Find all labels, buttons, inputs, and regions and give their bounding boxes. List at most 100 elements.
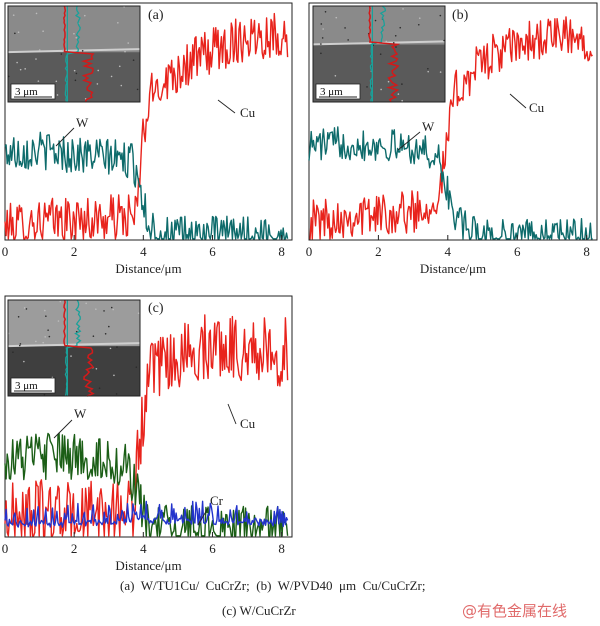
chart-panel-c: 0 2 4 6 8 Distance/μm (c) 3 μm Cu W Cr xyxy=(2,295,293,573)
inset-speckle xyxy=(73,69,76,72)
inset-speckle xyxy=(92,335,95,337)
inset-speckle xyxy=(81,49,84,52)
inset-speckle xyxy=(95,308,97,310)
inset-speckle xyxy=(38,49,41,51)
inset-upper-phase xyxy=(8,6,140,53)
inset-speckle xyxy=(45,315,47,317)
inset-speckle xyxy=(324,10,327,13)
x-tick-label: 0 xyxy=(2,244,9,259)
inset-speckle xyxy=(418,17,421,19)
inset-speckle xyxy=(124,50,126,53)
panel-label: (a) xyxy=(148,8,164,23)
series-line-cu xyxy=(309,16,593,240)
inset-speckle xyxy=(427,67,429,70)
inset-speckle xyxy=(18,344,21,347)
series-label-w: W xyxy=(422,119,435,134)
inset-speckle xyxy=(136,88,139,91)
inset-speckle xyxy=(395,46,397,48)
series-leader-cu xyxy=(509,93,527,109)
inset-speckle xyxy=(401,99,403,102)
inset-speckle xyxy=(347,39,349,41)
watermark: @有色金属在线 xyxy=(462,602,568,620)
inset-speckle xyxy=(115,393,118,395)
inset-scale-label: 3 μm xyxy=(320,86,343,98)
series-leader-cu xyxy=(217,99,236,114)
inset-speckle xyxy=(320,52,322,55)
inset-speckle xyxy=(399,26,402,29)
inset-frame xyxy=(7,299,141,397)
inset-w-profile xyxy=(369,5,387,103)
inset-speckle xyxy=(17,316,20,318)
inset-speckle xyxy=(23,307,26,309)
inset-speckle xyxy=(380,88,382,91)
inset-scale-label: 3 μm xyxy=(15,380,38,392)
inset-speckle xyxy=(401,83,403,85)
x-tick-label: 8 xyxy=(278,541,285,556)
inset-speckle xyxy=(17,31,20,34)
series-leader-w xyxy=(397,131,421,151)
inset-speckle xyxy=(335,16,338,19)
inset-speckle xyxy=(366,86,368,88)
x-tick-label: 8 xyxy=(278,244,285,259)
x-tick-label: 6 xyxy=(209,244,216,259)
inset-speckle xyxy=(37,80,40,82)
series-label-cu: Cu xyxy=(529,100,545,115)
x-tick-label: 4 xyxy=(445,244,452,259)
inset-speckle xyxy=(97,69,100,72)
inset-speckle xyxy=(55,80,58,83)
inset-speckle xyxy=(104,333,107,335)
series-label-cu: Cu xyxy=(240,416,256,431)
inset-speckle xyxy=(59,300,62,303)
series-leader-w xyxy=(53,419,73,439)
inset-speckle xyxy=(110,75,113,78)
inset-speckle xyxy=(334,74,337,77)
series-leader-w xyxy=(55,127,75,147)
inset-speckle xyxy=(439,14,442,17)
inset-speckle xyxy=(120,84,123,87)
x-axis-label: Distance/μm xyxy=(115,261,181,276)
inset-interface xyxy=(7,342,141,348)
x-tick-label: 4 xyxy=(140,541,147,556)
inset-speckle xyxy=(12,351,14,353)
series-label-w: W xyxy=(74,406,87,421)
inset-speckle xyxy=(417,23,420,26)
sem-inset-image: 3 μm xyxy=(7,299,141,397)
inset-speckle xyxy=(387,80,390,83)
inset-speckle xyxy=(74,79,77,82)
inset-speckle xyxy=(83,14,86,17)
inset-speckle xyxy=(73,32,75,35)
inset-speckle xyxy=(14,32,16,35)
inset-speckle xyxy=(135,366,138,369)
x-axis-label: Distance/μm xyxy=(115,558,181,573)
inset-speckle xyxy=(117,22,119,24)
inset-speckle xyxy=(137,312,140,315)
x-tick-label: 2 xyxy=(375,244,382,259)
inset-speckle xyxy=(103,310,105,312)
inset-speckle xyxy=(98,387,101,389)
series-label-w: W xyxy=(76,115,89,130)
inset-cu-profile xyxy=(63,5,95,103)
inset-w-profile xyxy=(64,5,81,103)
inset-scale-box xyxy=(315,83,361,100)
inset-cu-profile xyxy=(368,5,401,103)
series-line-cu xyxy=(4,314,289,537)
panel-label: (c) xyxy=(148,301,164,316)
chart-panel-a: 0 2 4 6 8 Distance/μm (a) 3 μm Cu W xyxy=(2,2,293,276)
series-label-cr: Cr xyxy=(210,493,224,508)
inset-speckle xyxy=(12,14,15,16)
sem-inset-image: 3 μm xyxy=(7,5,141,103)
panel-label: (b) xyxy=(452,8,469,23)
inset-speckle xyxy=(60,53,63,55)
inset-speckle xyxy=(44,336,47,338)
inset-speckle xyxy=(95,367,98,370)
inset-speckle xyxy=(24,68,26,70)
inset-speckle xyxy=(42,341,45,344)
inset-scale-box xyxy=(10,83,56,100)
inset-speckle xyxy=(16,61,18,64)
inset-speckle xyxy=(112,308,114,311)
inset-speckle xyxy=(439,71,442,73)
inset-speckle xyxy=(132,59,135,61)
inset-speckle xyxy=(110,306,113,309)
series-line-w xyxy=(4,131,289,240)
